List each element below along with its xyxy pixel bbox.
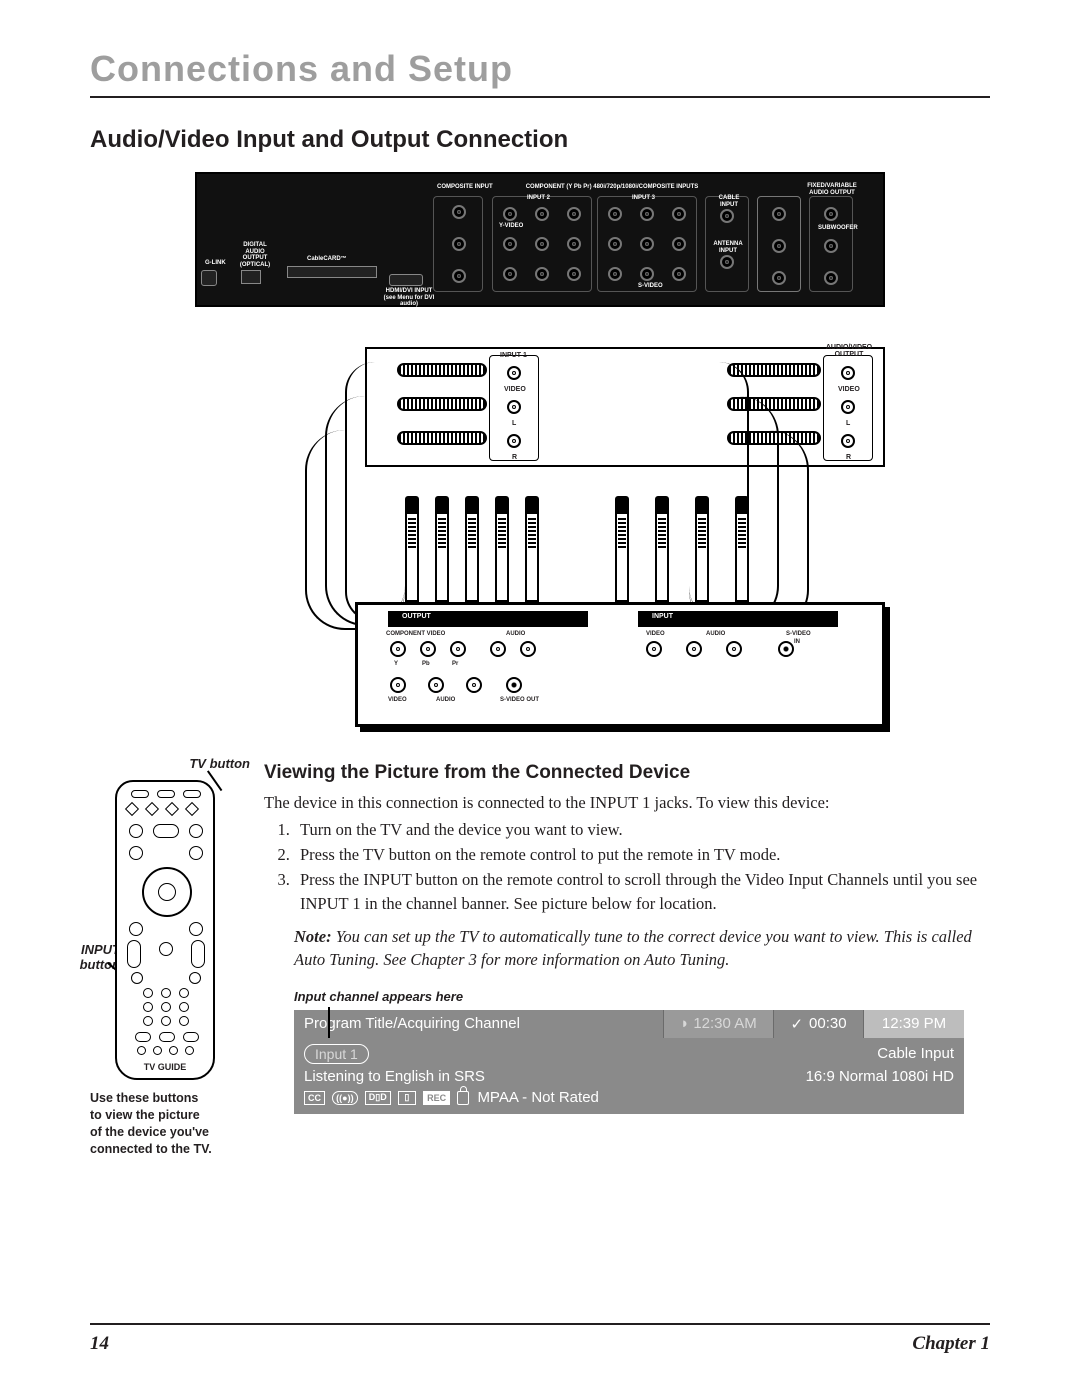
label: AUDIO/VIDEO OUTPUT (818, 344, 880, 358)
label: INPUT 1 (500, 352, 527, 359)
step-item: Press the TV button on the remote contro… (294, 843, 990, 866)
rec-icon: REC (423, 1091, 450, 1105)
card-icon: ▯ (398, 1091, 416, 1105)
label: Y-VIDEO (499, 223, 523, 230)
label: CABLE INPUT (710, 195, 748, 208)
label: COMPOSITE INPUT (437, 184, 493, 191)
intro-paragraph: The device in this connection is connect… (264, 792, 990, 814)
label: G-LINK (205, 260, 226, 267)
tvguide-logo: TV GUIDE (117, 1062, 213, 1072)
tv-button-label: TV button (189, 756, 250, 771)
viewing-heading: Viewing the Picture from the Connected D… (264, 762, 990, 784)
banner-clock: 12:39 PM (864, 1010, 964, 1038)
page-footer: 14 Chapter 1 (90, 1323, 990, 1355)
remote-caption: Use these buttons to view the picture of… (90, 1090, 240, 1158)
dolby-icon: D▯D (365, 1091, 391, 1105)
label: FIXED/VARIABLE AUDIO OUTPUT (804, 183, 860, 196)
banner-elapsed: ✓00:30 (774, 1010, 864, 1038)
input2-group: INPUT 2 Y-VIDEO (492, 196, 592, 292)
label: VIDEO (504, 386, 526, 393)
chapter-label: Chapter 1 (912, 1333, 990, 1355)
step-item: Press the INPUT button on the remote con… (294, 868, 990, 914)
note: Note: You can set up the TV to automatic… (294, 925, 990, 971)
lock-icon (457, 1091, 469, 1105)
label: IN (794, 639, 800, 645)
step-item: Turn on the TV and the device you want t… (294, 818, 990, 841)
banner-start-time: ◗12:30 AM (664, 1010, 774, 1038)
label: L (846, 420, 850, 427)
banner-title: Program Title/Acquiring Channel (294, 1010, 664, 1038)
label: S-VIDEO OUT (500, 697, 539, 703)
divider (90, 96, 990, 98)
label: R (846, 454, 851, 461)
label: VIDEO (388, 697, 407, 703)
label: VIDEO (838, 386, 860, 393)
audio-status: Listening to English in SRS (304, 1068, 485, 1085)
composite-group (433, 196, 483, 292)
page-subtitle: Audio/Video Input and Output Connection (90, 126, 990, 154)
label: AUDIO (506, 631, 525, 637)
cc-icon: CC (304, 1091, 325, 1105)
label: INPUT (652, 613, 673, 620)
rf-group: CABLE INPUT ANTENNA INPUT (705, 196, 749, 292)
label: Y (394, 661, 398, 667)
label: COMPONENT VIDEO (386, 631, 445, 637)
label: SUBWOOFER (818, 225, 858, 232)
label: DIGITAL AUDIO OUTPUT (OPTICAL) (237, 242, 273, 268)
tv-back-panel: COMPOSITE INPUT COMPONENT (Y Pb Pr) 480i… (195, 172, 885, 307)
external-device: OUTPUT INPUT COMPONENT VIDEO AUDIO Y Pb … (355, 602, 885, 727)
input-pill: Input 1 (304, 1044, 369, 1064)
cable-input-label: Cable Input (877, 1045, 954, 1062)
remote-column: TV button INPUT button (90, 762, 240, 1158)
input3-group: INPUT 3 S-VIDEO (597, 196, 697, 292)
label: COMPONENT (Y Pb Pr) 480i/720p/1080i/COMP… (517, 184, 707, 191)
variable-audio-group: FIXED/VARIABLE AUDIO OUTPUT SUBWOOFER (809, 196, 853, 292)
label: S-VIDEO (786, 631, 811, 637)
remote-control: TV GUIDE (115, 780, 215, 1080)
section-title: Connections and Setup (90, 48, 990, 90)
optical-port (241, 270, 261, 284)
label: CableCARD™ (307, 256, 347, 263)
label: INPUT 2 (527, 195, 550, 202)
page-number: 14 (90, 1333, 109, 1355)
hdmi-port (389, 274, 423, 286)
label: R (512, 454, 517, 461)
label: L (512, 420, 516, 427)
label: S-VIDEO (638, 283, 663, 290)
glink-port (201, 270, 217, 286)
label: AUDIO (706, 631, 725, 637)
label: HDMI/DVI INPUT (see Menu for DVI audio) (379, 288, 439, 308)
fixed-audio-group (757, 196, 801, 292)
label: ANTENNA INPUT (708, 241, 748, 254)
cablecard-slot (287, 266, 377, 278)
label: VIDEO (646, 631, 665, 637)
label: AUDIO (436, 697, 455, 703)
banner-caption: Input channel appears here (294, 989, 990, 1004)
tv-side-panel: INPUT 1 VIDEO L R AUDIO/VIDEO OUTPUT VID… (365, 347, 885, 467)
mpaa-rating: MPAA - Not Rated (477, 1089, 598, 1106)
steps-list: Turn on the TV and the device you want t… (264, 818, 990, 914)
format-status: 16:9 Normal 1080i HD (806, 1068, 954, 1085)
label: Pb (422, 661, 430, 667)
label: OUTPUT (402, 613, 431, 620)
label: Pr (452, 661, 458, 667)
label: INPUT 3 (632, 195, 655, 202)
stereo-icon: ((●)) (332, 1091, 357, 1105)
connection-diagram: COMPOSITE INPUT COMPONENT (Y Pb Pr) 480i… (90, 172, 990, 732)
channel-banner: Program Title/Acquiring Channel ◗12:30 A… (294, 1010, 964, 1114)
